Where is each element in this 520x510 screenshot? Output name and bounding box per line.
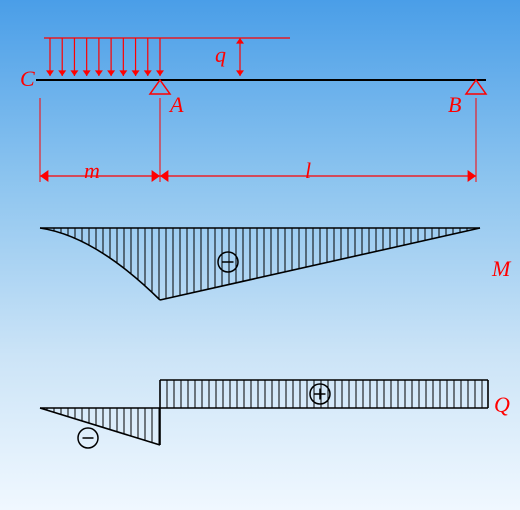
label-Q: Q <box>494 392 510 418</box>
label-B: B <box>448 92 461 118</box>
shear-diagram <box>40 380 488 448</box>
label-M: M <box>492 256 510 282</box>
label-q: q <box>215 42 226 68</box>
label-A: A <box>170 92 183 118</box>
label-C: C <box>20 66 35 92</box>
beam-diagram <box>36 38 486 182</box>
moment-diagram <box>40 228 480 300</box>
diagram-canvas <box>0 0 520 510</box>
label-m: m <box>84 158 100 184</box>
label-l: l <box>305 158 311 184</box>
